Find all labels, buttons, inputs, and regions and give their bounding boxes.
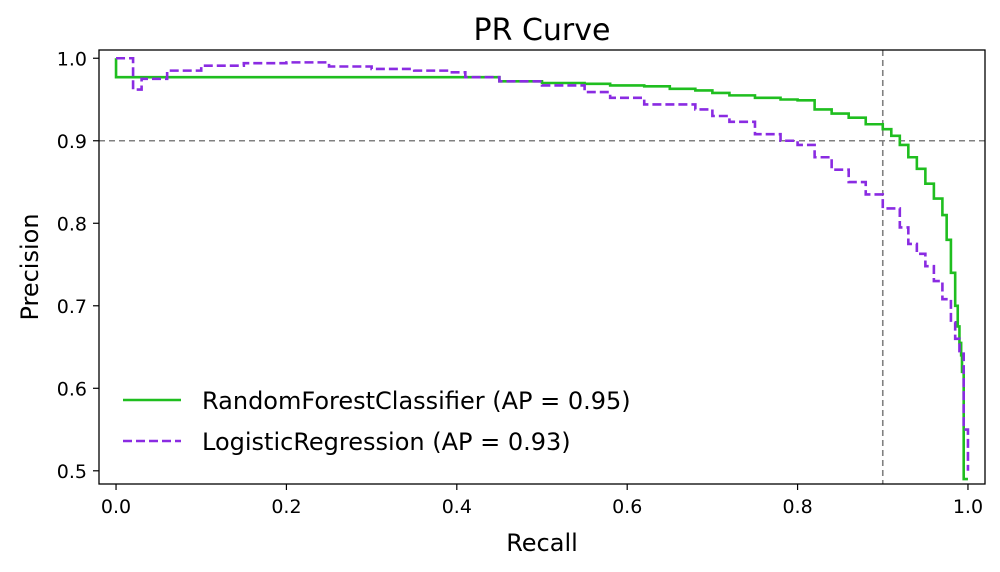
y-tick-label: 0.7 (57, 296, 87, 318)
x-tick-label: 1.0 (953, 496, 983, 518)
x-tick-label: 0.6 (612, 496, 642, 518)
y-tick-label: 0.5 (57, 461, 87, 483)
x-axis-ticks: 0.0 0.2 0.4 0.6 0.8 1.0 (101, 484, 983, 518)
reference-lines (99, 50, 985, 484)
legend-label: RandomForestClassifier (AP = 0.95) (202, 387, 631, 415)
legend-label: LogisticRegression (AP = 0.93) (202, 428, 571, 456)
plot-frame (98, 49, 986, 485)
y-axis-ticks: 0.5 0.6 0.7 0.8 0.9 1.0 (57, 48, 99, 483)
y-axis-label: Precision (16, 213, 44, 320)
legend: RandomForestClassifier (AP = 0.95) Logist… (123, 387, 631, 456)
x-tick-label: 0.0 (101, 496, 131, 518)
series-line-random-forest (114, 58, 968, 481)
y-tick-label: 0.9 (57, 131, 87, 153)
x-tick-label: 0.2 (271, 496, 301, 518)
x-tick-label: 0.8 (782, 496, 812, 518)
y-tick-label: 0.6 (57, 378, 87, 400)
x-tick-label: 0.4 (442, 496, 472, 518)
x-axis-label: Recall (506, 529, 578, 557)
series-layer (114, 56, 970, 481)
y-tick-label: 1.0 (57, 48, 87, 70)
y-tick-label: 0.8 (57, 213, 87, 235)
series-line-logistic-regression (116, 56, 970, 471)
chart-title: PR Curve (474, 13, 611, 48)
